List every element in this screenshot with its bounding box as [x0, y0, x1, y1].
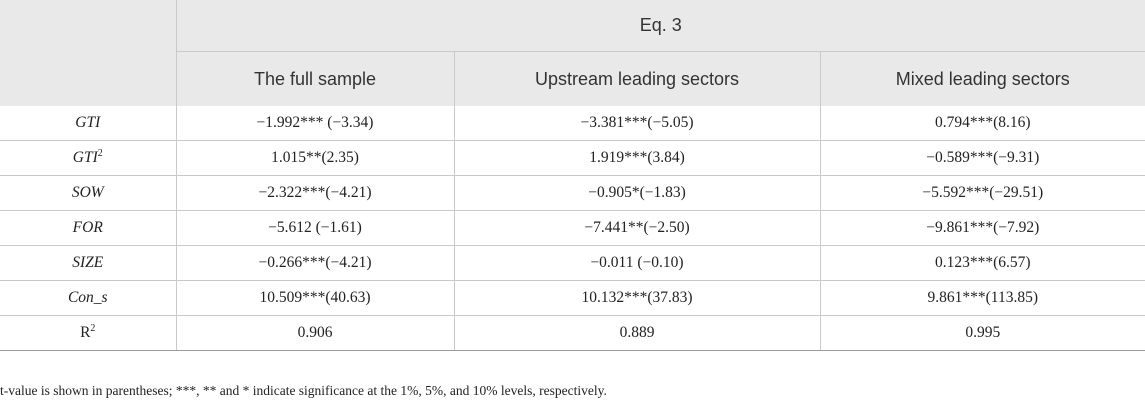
- column-header-upstream: Upstream leading sectors: [453, 51, 820, 106]
- table-cell: −9.861***(−7.92): [819, 210, 1145, 246]
- column-header-mixed: Mixed leading sectors: [819, 51, 1145, 106]
- table-row: SIZE −0.266***(−4.21) −0.011 (−0.10) 0.1…: [0, 245, 1145, 281]
- table-cell: −0.905*(−1.83): [453, 175, 820, 211]
- variable-name: SOW: [71, 184, 104, 201]
- table-header: Eq. 3 The full sample Upstream leading s…: [0, 0, 1145, 106]
- variable-name: GTI: [72, 149, 98, 166]
- table-cell: 0.995: [819, 315, 1145, 351]
- table-cell: −5.592***(−29.51): [819, 175, 1145, 211]
- table-row: GTI2 1.015**(2.35) 1.919***(3.84) −0.589…: [0, 140, 1145, 176]
- table-row: SOW −2.322***(−4.21) −0.905*(−1.83) −5.5…: [0, 175, 1145, 211]
- table-cell: 0.794***(8.16): [819, 106, 1145, 141]
- table-cell: 1.015**(2.35): [175, 140, 454, 176]
- row-label: SOW: [0, 175, 176, 211]
- header-blank-cell: [0, 51, 176, 106]
- table-cell: 10.509***(40.63): [175, 280, 454, 316]
- table-cell: −1.992*** (−3.34): [175, 106, 454, 141]
- row-label: SIZE: [0, 245, 176, 281]
- superscript: 2: [90, 323, 96, 334]
- header-blank-cell: [0, 0, 176, 52]
- table-cell: 0.123***(6.57): [819, 245, 1145, 281]
- column-header-full-sample: The full sample: [175, 51, 454, 106]
- row-label: FOR: [0, 210, 176, 246]
- table-body: GTI −1.992*** (−3.34) −3.381***(−5.05) 0…: [0, 106, 1145, 351]
- table-cell: 9.861***(113.85): [819, 280, 1145, 316]
- row-label: GTI2: [0, 140, 176, 176]
- table-cell: −2.322***(−4.21): [175, 175, 454, 211]
- table-cell: −5.612 (−1.61): [175, 210, 454, 246]
- table-row: R2 0.906 0.889 0.995: [0, 315, 1145, 351]
- row-label: GTI: [0, 106, 176, 141]
- table-footnote: t-value is shown in parentheses; ***, **…: [0, 383, 607, 398]
- table-cell: 10.132***(37.83): [453, 280, 820, 316]
- table-cell: −0.011 (−0.10): [453, 245, 820, 281]
- table-cell: 0.906: [175, 315, 454, 351]
- eq-header: Eq. 3: [175, 0, 1145, 52]
- table-cell: 0.889: [453, 315, 820, 351]
- table-cell: −3.381***(−5.05): [453, 106, 820, 141]
- regression-table: Eq. 3 The full sample Upstream leading s…: [0, 0, 1145, 351]
- table-row: FOR −5.612 (−1.61) −7.441**(−2.50) −9.86…: [0, 210, 1145, 246]
- variable-name: Con_s: [67, 289, 108, 306]
- variable-name: SIZE: [72, 254, 104, 271]
- table-cell: −7.441**(−2.50): [453, 210, 820, 246]
- table-row: Con_s 10.509***(40.63) 10.132***(37.83) …: [0, 280, 1145, 316]
- table-cell: −0.589***(−9.31): [819, 140, 1145, 176]
- variable-name: GTI: [75, 114, 101, 131]
- variable-name: FOR: [72, 219, 103, 236]
- superscript: 2: [97, 148, 103, 159]
- row-label: R2: [0, 315, 176, 351]
- variable-name: R: [80, 324, 91, 341]
- row-label: Con_s: [0, 280, 176, 316]
- table-row: GTI −1.992*** (−3.34) −3.381***(−5.05) 0…: [0, 106, 1145, 141]
- table-cell: −0.266***(−4.21): [175, 245, 454, 281]
- table-cell: 1.919***(3.84): [453, 140, 820, 176]
